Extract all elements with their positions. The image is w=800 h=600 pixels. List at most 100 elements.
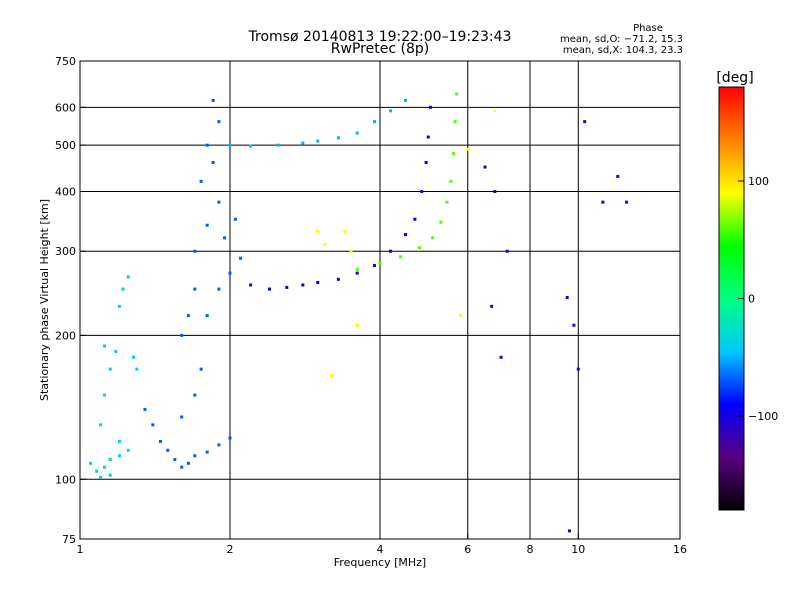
x-tick-label: 2 bbox=[227, 543, 234, 556]
data-point bbox=[439, 220, 443, 224]
chart-title: Tromsø 20140813 19:22:00–19:23:43 bbox=[248, 29, 512, 45]
data-point bbox=[455, 92, 459, 96]
data-point bbox=[399, 255, 403, 259]
grid bbox=[80, 61, 680, 539]
data-point bbox=[355, 271, 359, 275]
data-point bbox=[343, 229, 347, 233]
y-tick-label: 200 bbox=[55, 329, 76, 342]
data-point bbox=[336, 136, 340, 140]
data-point bbox=[143, 407, 147, 411]
data-point bbox=[373, 120, 377, 124]
data-point bbox=[355, 267, 359, 271]
data-point bbox=[180, 415, 184, 419]
x-tick-label: 10 bbox=[571, 543, 585, 556]
data-point bbox=[205, 450, 209, 454]
data-point bbox=[453, 120, 457, 124]
data-point bbox=[424, 160, 428, 164]
data-point bbox=[567, 529, 571, 533]
data-point bbox=[349, 249, 353, 253]
data-point bbox=[217, 287, 221, 291]
data-point bbox=[108, 457, 112, 461]
x-tick-label: 8 bbox=[527, 543, 534, 556]
data-point bbox=[490, 304, 494, 308]
data-point bbox=[131, 355, 135, 359]
data-point bbox=[95, 469, 99, 473]
data-point bbox=[186, 314, 190, 318]
x-tick-label: 1 bbox=[77, 543, 84, 556]
data-point bbox=[505, 249, 509, 253]
colorbar-tick-label: −100 bbox=[748, 410, 778, 423]
data-point bbox=[228, 436, 232, 440]
data-points bbox=[89, 92, 629, 533]
data-point bbox=[233, 217, 237, 221]
data-point bbox=[445, 200, 449, 204]
data-point bbox=[576, 367, 580, 371]
data-point bbox=[499, 355, 503, 359]
data-point bbox=[193, 393, 197, 397]
data-point bbox=[316, 229, 320, 233]
y-tick-label: 75 bbox=[62, 533, 76, 546]
y-tick-label: 500 bbox=[55, 139, 76, 152]
y-tick-label: 600 bbox=[55, 101, 76, 114]
data-point bbox=[355, 323, 359, 327]
x-axis-label: Frequency [MHz] bbox=[334, 556, 426, 569]
x-axis-ticks: 1 2 4 6 8 10 16 bbox=[77, 533, 687, 556]
y-axis-ticks: 75 100 200 300 400 500 600 750 bbox=[55, 55, 86, 546]
data-point bbox=[186, 461, 190, 465]
colorbar-label: [deg] bbox=[716, 70, 753, 86]
data-point bbox=[583, 120, 587, 124]
data-point bbox=[276, 143, 280, 147]
data-point bbox=[117, 304, 121, 308]
y-tick-label: 300 bbox=[55, 245, 76, 258]
data-point bbox=[316, 139, 320, 143]
data-point bbox=[625, 200, 629, 204]
data-point bbox=[301, 141, 305, 145]
data-point bbox=[103, 344, 107, 348]
phase-stats-o: mean, sd,O: −71.2, 15.3 bbox=[560, 34, 683, 45]
data-point bbox=[301, 283, 305, 287]
data-point bbox=[126, 275, 130, 279]
data-point bbox=[217, 120, 221, 124]
data-point bbox=[217, 200, 221, 204]
data-point bbox=[572, 323, 576, 327]
data-point bbox=[373, 264, 377, 268]
data-point bbox=[103, 393, 107, 397]
data-point bbox=[193, 287, 197, 291]
data-point bbox=[389, 109, 393, 113]
data-point bbox=[211, 99, 215, 103]
data-point bbox=[565, 296, 569, 300]
data-point bbox=[466, 147, 470, 151]
x-tick-label: 4 bbox=[377, 543, 384, 556]
data-point bbox=[117, 439, 121, 443]
data-point bbox=[601, 200, 605, 204]
data-point bbox=[199, 179, 203, 183]
data-point bbox=[126, 448, 130, 452]
data-point bbox=[158, 439, 162, 443]
data-point bbox=[180, 465, 184, 469]
data-point bbox=[193, 454, 197, 458]
data-point bbox=[180, 333, 184, 337]
data-point bbox=[193, 249, 197, 253]
data-point bbox=[89, 461, 93, 465]
data-point bbox=[417, 246, 421, 250]
phase-stats-heading: Phase bbox=[633, 23, 663, 34]
data-point bbox=[211, 160, 215, 164]
colorbar-tick-label: 0 bbox=[748, 293, 755, 306]
data-point bbox=[428, 105, 432, 109]
data-point bbox=[378, 261, 382, 265]
data-point bbox=[199, 367, 203, 371]
data-point bbox=[223, 236, 227, 240]
data-point bbox=[330, 373, 334, 377]
y-tick-label: 400 bbox=[55, 185, 76, 198]
data-point bbox=[336, 277, 340, 281]
data-point bbox=[426, 135, 430, 139]
data-point bbox=[403, 99, 407, 103]
data-point bbox=[389, 249, 393, 253]
data-point bbox=[205, 143, 209, 147]
x-tick-label: 6 bbox=[464, 543, 471, 556]
data-point bbox=[99, 475, 103, 479]
data-point bbox=[431, 236, 435, 240]
data-point bbox=[228, 271, 232, 275]
y-tick-label: 750 bbox=[55, 55, 76, 68]
